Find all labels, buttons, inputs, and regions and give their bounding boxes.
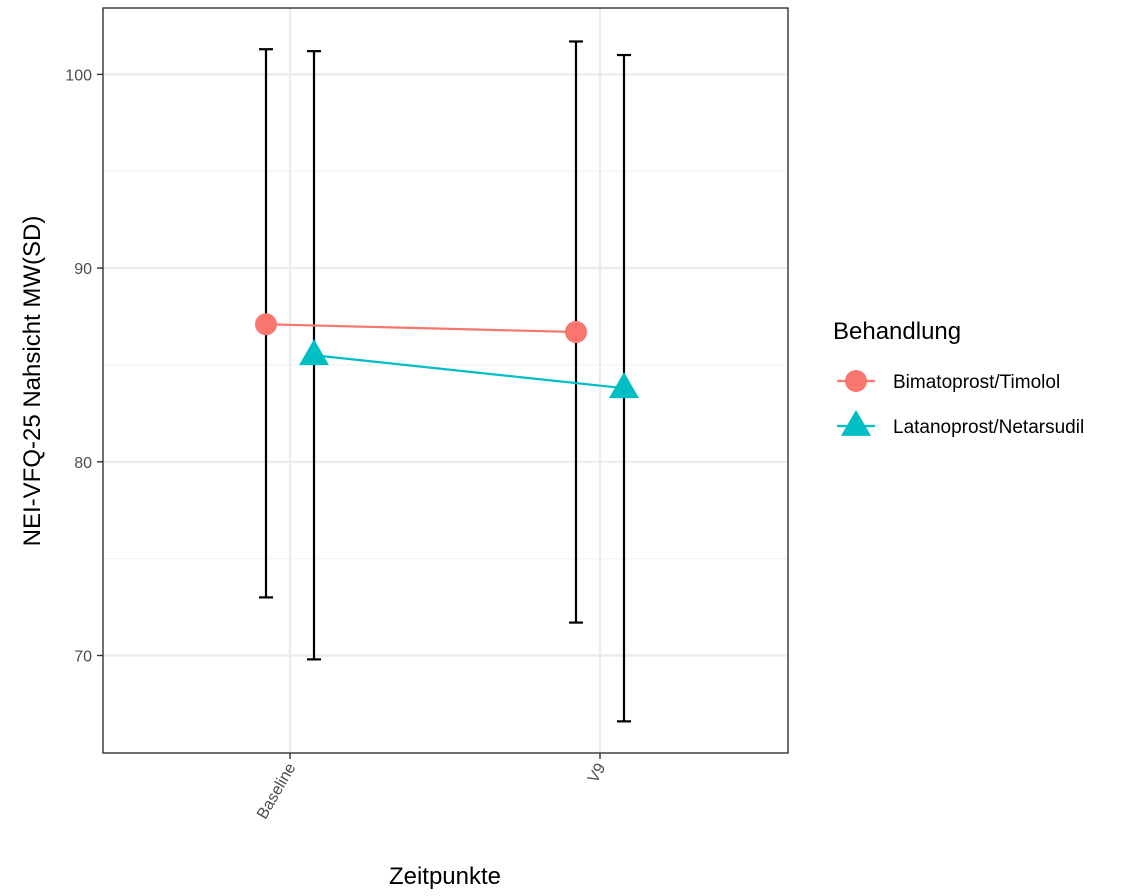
x-axis: Baseline V9 bbox=[254, 753, 610, 822]
y-axis-title: NEI-VFQ-25 Nahsicht MW(SD) bbox=[19, 216, 46, 547]
panel-background bbox=[103, 8, 788, 753]
legend: Behandlung Bimatoprost/Timolol Latanopros… bbox=[833, 318, 1084, 438]
plot-border bbox=[102, 7, 789, 754]
series-line-1 bbox=[313, 354, 625, 390]
legend-label: Latanoprost/Netarsudil bbox=[893, 417, 1084, 438]
series-line-0 bbox=[265, 323, 577, 334]
legend-label: Bimatoprost/Timolol bbox=[893, 372, 1060, 393]
legend-key-triangle bbox=[841, 409, 871, 436]
legend-key-circle bbox=[845, 370, 867, 392]
panel-frame bbox=[102, 7, 789, 754]
x-tick-label: Baseline bbox=[254, 760, 299, 822]
x-tick-label: V9 bbox=[585, 760, 610, 786]
y-tick-label: 80 bbox=[74, 455, 92, 472]
y-tick-label: 100 bbox=[65, 67, 92, 84]
y-tick-label: 90 bbox=[74, 261, 92, 278]
x-axis-title: Zeitpunkte bbox=[389, 863, 501, 890]
series-lines bbox=[265, 323, 625, 390]
legend-title: Behandlung bbox=[833, 318, 961, 345]
data-point bbox=[565, 321, 587, 344]
plot-panel bbox=[103, 8, 788, 753]
data-point bbox=[299, 339, 329, 366]
y-axis: 70 80 90 100 bbox=[65, 67, 103, 666]
y-tick-label: 70 bbox=[74, 649, 92, 666]
series-points bbox=[255, 313, 639, 399]
data-point bbox=[255, 313, 277, 336]
data-point bbox=[609, 372, 639, 399]
gridlines bbox=[103, 8, 788, 753]
